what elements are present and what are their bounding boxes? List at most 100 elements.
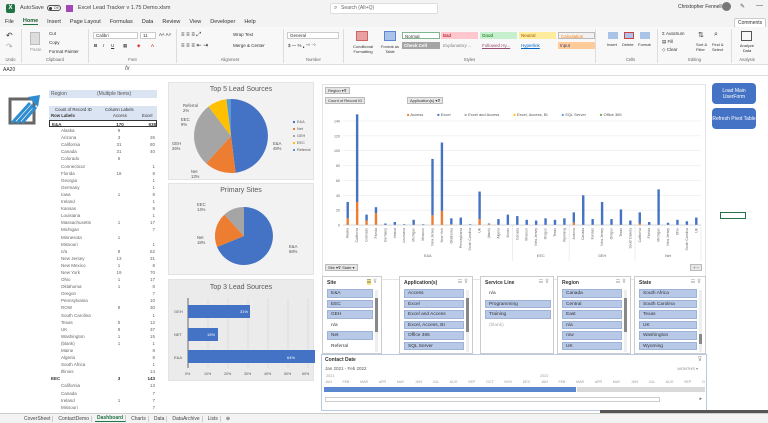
fill-color-icon[interactable]: ◈ xyxy=(137,43,141,48)
timeline-month[interactable]: APR xyxy=(594,380,603,384)
slicer-item[interactable]: Central xyxy=(562,299,622,308)
slicer-item[interactable]: UK xyxy=(639,320,697,329)
pivot-row[interactable]: Georgia 1 xyxy=(61,177,155,183)
pivot-filter-value[interactable]: (Multiple Items) xyxy=(94,90,156,98)
timeline-month[interactable]: JUN xyxy=(415,380,422,384)
pivot-row[interactable]: Missouri 1 xyxy=(61,241,155,247)
timeline-month[interactable]: JAN xyxy=(540,380,548,384)
bold-icon[interactable]: B xyxy=(94,43,98,48)
pivot-row[interactable]: South Africa 1 xyxy=(61,362,155,368)
style-bad[interactable]: Bad xyxy=(441,32,478,39)
pivot-row[interactable]: Washington 1 15 xyxy=(61,333,155,339)
timeline-month[interactable]: JUN xyxy=(630,380,638,384)
slicer-item[interactable]: n/a xyxy=(327,320,373,329)
delete-cells-icon[interactable] xyxy=(624,32,634,39)
slicer-item[interactable]: (blank) xyxy=(485,320,551,329)
save-icon[interactable] xyxy=(65,4,73,12)
slicer-item[interactable]: Office 365 xyxy=(404,331,464,340)
pivot-row[interactable]: Missouri 7 xyxy=(61,404,155,410)
clear-filter-icon[interactable]: ⊽ xyxy=(697,357,702,363)
search-input[interactable]: Search (Alt+Q) xyxy=(330,3,438,14)
slicer-item[interactable]: Referral xyxy=(327,341,373,350)
tab-file[interactable]: File xyxy=(5,18,14,25)
timeline-month[interactable]: FEB xyxy=(558,380,566,384)
state-pivot-chart[interactable]: Region ▾⊽ Count of Record ID Application… xyxy=(322,84,706,280)
timeline-month[interactable]: NOV xyxy=(504,380,513,384)
slicer-item[interactable]: South Carolina xyxy=(639,299,697,308)
timeline-month[interactable]: SEP xyxy=(468,380,476,384)
chart-primary-sites[interactable]: Primary Sites E&A 68% Net 18% EEC 14% xyxy=(168,183,314,275)
column-labels-filter[interactable]: Column Labels xyxy=(105,107,134,112)
timeline-mode-select[interactable]: MONTHS ▾ xyxy=(677,366,698,371)
fx-icon[interactable]: fx xyxy=(125,66,130,72)
merge-center-button[interactable]: Merge & Center xyxy=(233,43,265,48)
pivot-row[interactable]: Iowa 1 8 xyxy=(61,191,155,197)
minimize-icon[interactable]: — xyxy=(756,2,763,9)
font-name-select[interactable]: Calibri xyxy=(93,32,138,39)
paste-icon[interactable] xyxy=(30,32,40,45)
timeline-unselected[interactable] xyxy=(577,387,705,392)
timeline-month[interactable]: MAR xyxy=(576,380,585,384)
chart-top5-lead-sources[interactable]: Top 5 Lead Sources E&A 48% Net 13% GEH 26% … xyxy=(168,82,314,180)
region-filter-button[interactable]: Region ▾⊽ xyxy=(325,87,350,94)
pivot-row[interactable]: Ohio 1 17 xyxy=(61,277,155,283)
border-icon[interactable]: ▦ xyxy=(123,43,128,48)
font-size-select[interactable]: 11 xyxy=(140,32,156,39)
slicer-scrollbar[interactable] xyxy=(699,290,702,352)
timeline-selection-bar[interactable] xyxy=(324,387,576,392)
selected-cell[interactable] xyxy=(720,212,746,219)
expand-collapse-button[interactable]: + − xyxy=(690,264,702,271)
pivot-row[interactable]: California 13 xyxy=(61,383,155,389)
style-good[interactable]: Good xyxy=(480,32,517,39)
slicer-item[interactable]: GEH xyxy=(327,310,373,319)
timeline-month[interactable]: MAY xyxy=(396,380,405,384)
tab-developer[interactable]: Developer xyxy=(210,18,236,25)
timeline-month[interactable]: APR xyxy=(378,380,387,384)
tab-formulas[interactable]: Formulas xyxy=(109,18,133,25)
slicer-item[interactable]: South Africa xyxy=(639,289,697,298)
format-painter-button[interactable]: Format Painter xyxy=(49,49,79,54)
grow-font-icon[interactable]: A˄ A˅ xyxy=(159,32,172,37)
pivot-row[interactable]: Canada 31 40 xyxy=(61,149,155,155)
style-input[interactable]: Input xyxy=(558,42,595,49)
timeline-month[interactable]: AUG xyxy=(449,380,458,384)
pivot-group-row[interactable]: E&A 170 938 xyxy=(49,120,157,128)
sheet-tab-contactdemo[interactable]: ContactDemo xyxy=(56,415,92,422)
format-as-table-icon[interactable] xyxy=(384,31,396,41)
pivot-row[interactable]: Canada 7 xyxy=(61,390,155,396)
slicer-item[interactable]: EEC xyxy=(327,299,373,308)
pivot-row[interactable]: Minnesota 1 xyxy=(61,234,121,240)
slicer-region[interactable]: Region ☰ ⊽ Canada Central East n/a row UK xyxy=(557,276,631,354)
tab-home[interactable]: Home xyxy=(22,18,39,25)
align-left-icon[interactable]: ≡ ≡ ≡ ⇤ ⇥ xyxy=(181,43,209,49)
pivot-row[interactable]: Maine 8 xyxy=(61,348,155,353)
timeline-month[interactable]: AUG xyxy=(665,380,674,384)
pivot-row[interactable]: Arizona 3 26 xyxy=(61,135,155,141)
pivot-row[interactable]: UK 8 37 xyxy=(61,326,155,332)
pivot-row[interactable]: New York 19 70 xyxy=(61,269,155,275)
style-followed-hyperlink[interactable]: Followed Hy... xyxy=(482,43,511,48)
slicer-item[interactable]: Excel and Access xyxy=(404,310,464,319)
sheet-tab-charts[interactable]: Charts xyxy=(129,415,149,422)
pivot-row[interactable]: New Jersey 13 31 xyxy=(61,255,155,261)
pivot-row[interactable]: Algeria 8 xyxy=(61,355,155,361)
style-check-cell[interactable]: Check Cell xyxy=(402,42,440,49)
row-labels-filter[interactable]: Row Labels xyxy=(51,113,75,118)
site-field-button[interactable]: Site ▾⊽ State ▾ xyxy=(325,264,358,271)
pivot-row[interactable]: New Mexico 1 8 xyxy=(61,262,155,268)
pivot-row[interactable]: Kansas 9 xyxy=(61,206,155,212)
tab-review[interactable]: Review xyxy=(162,18,181,25)
pivot-row[interactable]: Alaska 9 xyxy=(61,128,121,134)
timeline-scrollbar[interactable] xyxy=(325,397,660,402)
format-as-table-button[interactable]: Format as Table xyxy=(380,44,399,54)
slicer-site[interactable]: Site ☰ ⊽ E&A EEC GEH n/a Net Referral xyxy=(322,276,382,354)
insert-cells-icon[interactable] xyxy=(608,32,618,39)
style-calculation[interactable]: Calculation xyxy=(558,32,595,39)
applications-filter-button[interactable]: Application(s) ▾⊽ xyxy=(407,97,444,104)
underline-icon[interactable]: U xyxy=(111,43,115,48)
pivot-region-filter[interactable]: Region (Multiple Items) xyxy=(49,90,157,98)
pivot-row[interactable]: Germany 1 xyxy=(61,184,155,190)
slicer-item[interactable]: SQL Server xyxy=(404,341,464,350)
slicer-item[interactable]: n/a xyxy=(485,289,551,298)
timeline-month[interactable]: SEP xyxy=(684,380,692,384)
